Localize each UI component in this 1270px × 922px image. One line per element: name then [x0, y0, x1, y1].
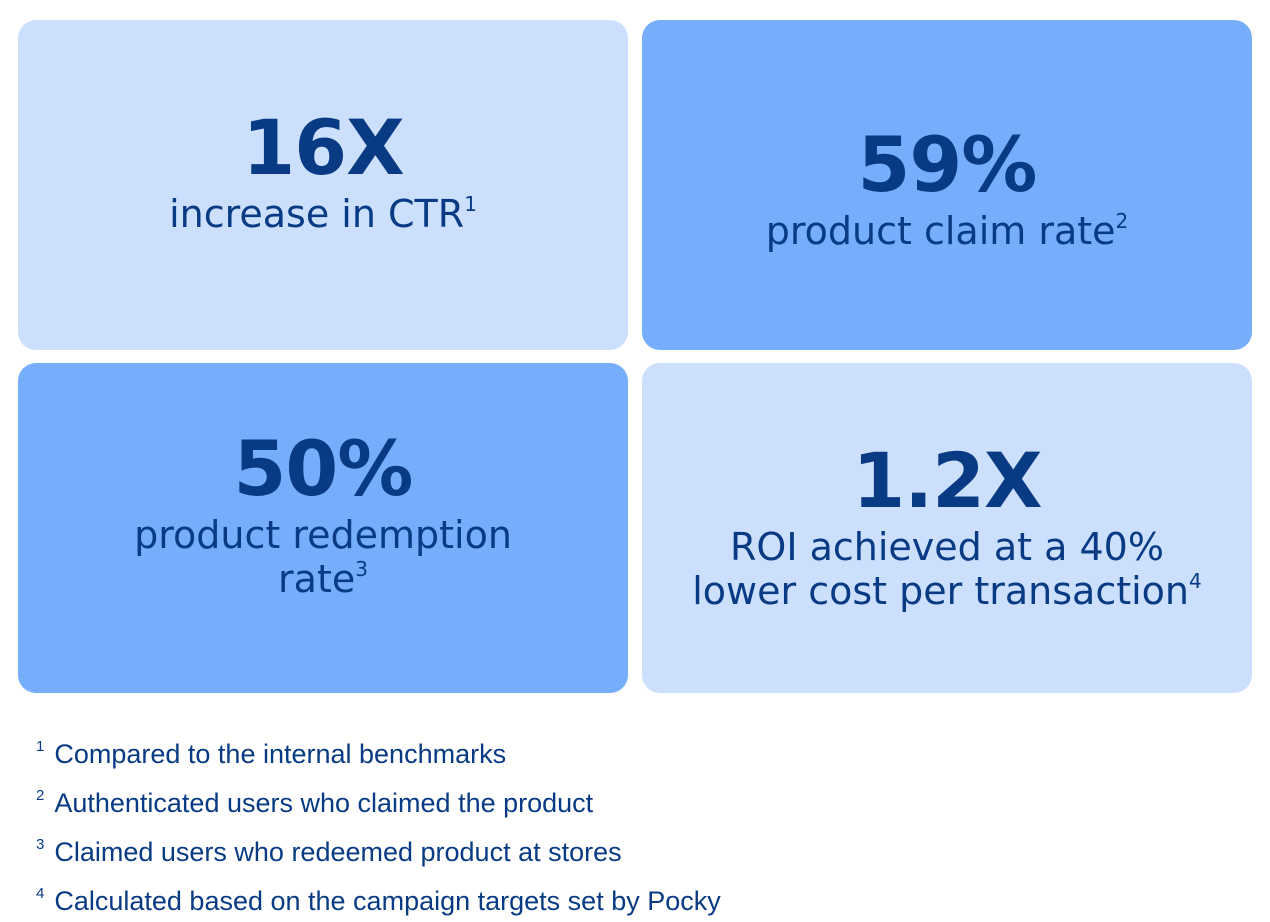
footnote-ref: 3: [355, 557, 368, 581]
stat-value: 16X: [242, 103, 404, 192]
stat-description: increase in CTR1: [169, 192, 477, 236]
stat-description-line: rate: [278, 557, 356, 601]
footnote-number: 1: [36, 738, 45, 755]
footnote-number: 3: [36, 836, 45, 853]
footnote-ref: 2: [1115, 209, 1129, 233]
stat-description: product claim rate2: [766, 209, 1129, 253]
footnote-number: 2: [36, 787, 45, 804]
stat-description-line: increase in CTR: [169, 192, 465, 236]
footnote-text: Compared to the internal benchmarks: [54, 739, 507, 769]
footnote-item: 1 Compared to the internal benchmarks: [36, 726, 1236, 775]
stat-card-claim-rate: 59% product claim rate2: [642, 20, 1252, 350]
stat-card-redemption-rate: 50% product redemption rate3: [18, 363, 628, 693]
stat-value: 59%: [857, 120, 1038, 209]
stat-value: 50%: [233, 424, 414, 513]
stat-value: 1.2X: [852, 436, 1042, 525]
stat-description-line: product redemption: [134, 513, 512, 557]
footnotes-list: 1 Compared to the internal benchmarks 2 Au…: [36, 726, 1236, 922]
stat-description: ROI achieved at a 40% lower cost per tra…: [692, 525, 1201, 613]
stat-card-ctr: 16X increase in CTR1: [18, 20, 628, 350]
footnote-text: Authenticated users who claimed the prod…: [54, 788, 594, 818]
footnote-text: Claimed users who redeemed product at st…: [54, 837, 622, 867]
stat-card-roi: 1.2X ROI achieved at a 40% lower cost pe…: [642, 363, 1252, 693]
footnote-item: 2 Authenticated users who claimed the pro…: [36, 775, 1236, 824]
stat-description-line: ROI achieved at a 40%: [730, 525, 1164, 569]
footnote-item: 4 Calculated based on the campaign target…: [36, 873, 1236, 922]
stat-description-line: lower cost per transaction: [692, 569, 1189, 613]
footnote-ref: 1: [464, 192, 477, 216]
footnote-ref: 4: [1189, 569, 1202, 593]
footnote-item: 3 Claimed users who redeemed product at s…: [36, 824, 1236, 873]
stat-description: product redemption rate3: [134, 513, 512, 601]
footnote-number: 4: [36, 885, 45, 902]
stat-description-line: product claim rate: [765, 209, 1116, 253]
footnote-text: Calculated based on the campaign targets…: [54, 886, 721, 916]
